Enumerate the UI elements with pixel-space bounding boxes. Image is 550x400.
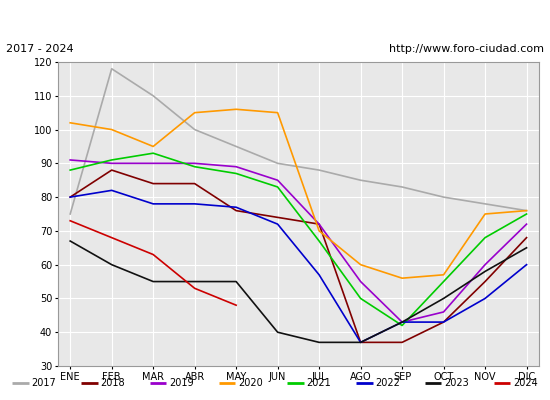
Text: Evolucion del paro registrado en Cillorigo de Liébana: Evolucion del paro registrado en Cillori… bbox=[81, 10, 469, 26]
Text: 2017: 2017 bbox=[32, 378, 56, 388]
Text: 2020: 2020 bbox=[238, 378, 263, 388]
Text: 2023: 2023 bbox=[444, 378, 469, 388]
Text: 2019: 2019 bbox=[169, 378, 194, 388]
Text: http://www.foro-ciudad.com: http://www.foro-ciudad.com bbox=[389, 44, 544, 54]
Text: 2024: 2024 bbox=[513, 378, 538, 388]
Text: 2017 - 2024: 2017 - 2024 bbox=[6, 44, 73, 54]
Text: 2018: 2018 bbox=[100, 378, 125, 388]
Text: 2021: 2021 bbox=[307, 378, 331, 388]
Text: 2022: 2022 bbox=[375, 378, 400, 388]
